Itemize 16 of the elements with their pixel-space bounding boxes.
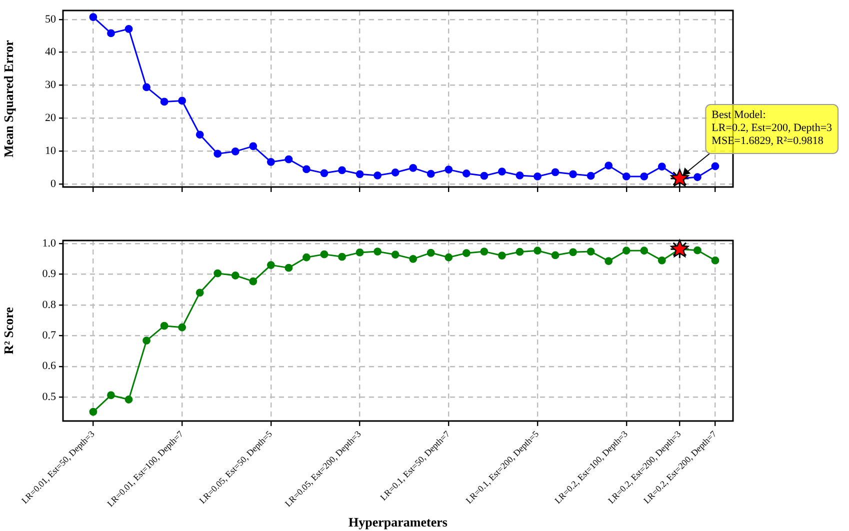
y-axis-title: Mean Squared Error xyxy=(1,40,16,158)
y-tick-label: 0.5 xyxy=(42,390,56,403)
y-tick-label: 0.6 xyxy=(42,360,56,372)
y-tick-label: 0.7 xyxy=(42,330,56,342)
y-tick-label: 50 xyxy=(45,13,56,26)
y-tick-label: 0 xyxy=(50,178,56,190)
x-axis-title: Hyperparameters xyxy=(348,514,448,530)
y-tick-label: 1.0 xyxy=(42,237,56,250)
y-tick-label: 10 xyxy=(45,145,56,157)
y-tick-label: 0.8 xyxy=(42,298,56,311)
annotation: Best Model: LR=0.2, Est=200, Depth=3 MSE=1.6829, R²=0.9818 xyxy=(712,108,833,147)
y-axis-title: R² Score xyxy=(1,306,16,354)
y-tick-label: 30 xyxy=(45,79,56,92)
y-tick-label: 20 xyxy=(45,112,56,124)
y-tick-label: 40 xyxy=(45,46,56,58)
y-tick-label: 0.9 xyxy=(42,268,56,280)
